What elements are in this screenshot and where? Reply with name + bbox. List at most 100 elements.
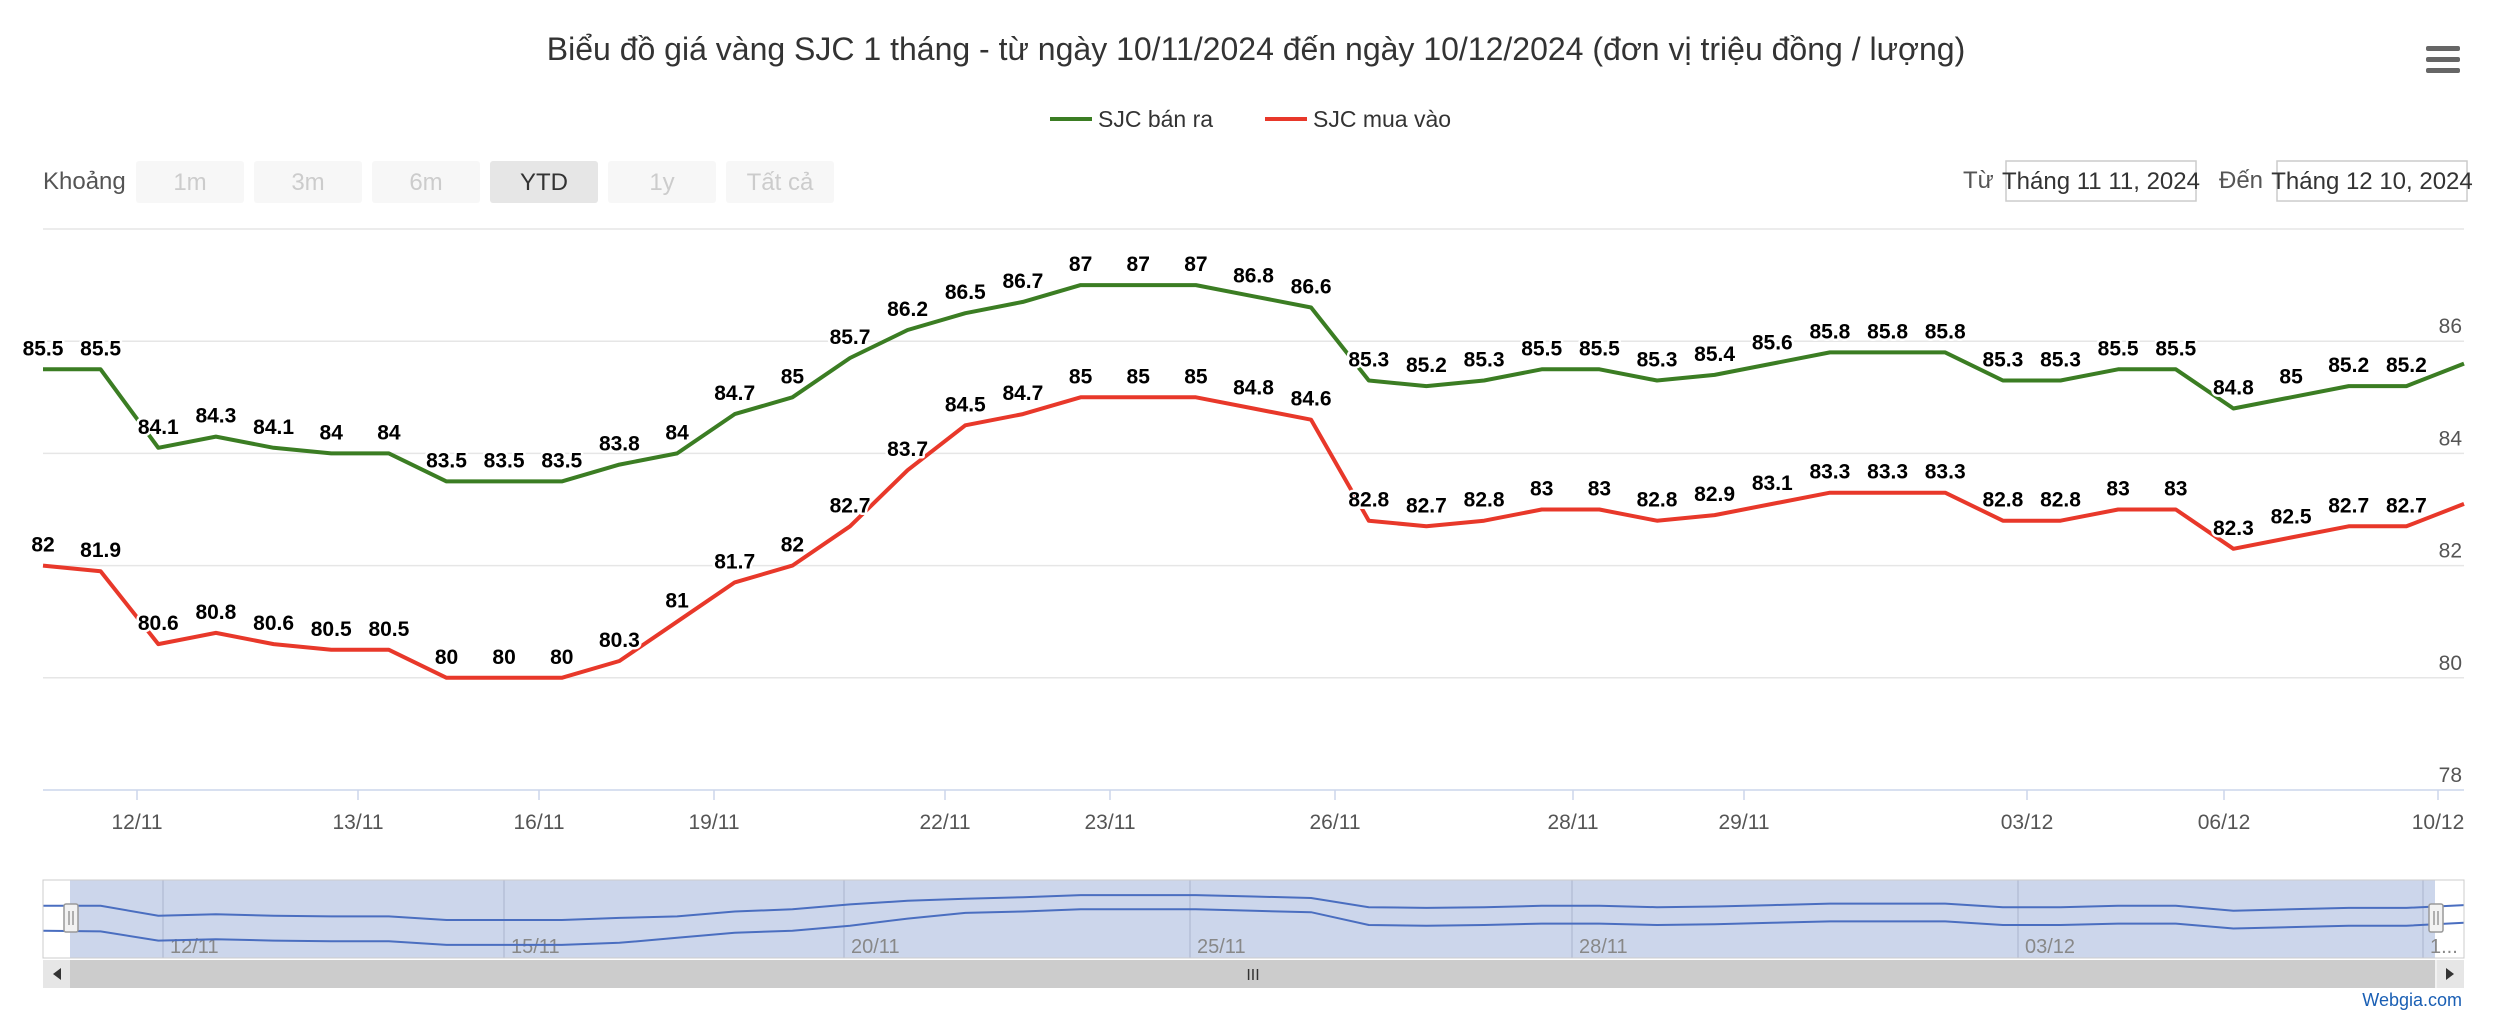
scrollbar-thumb[interactable] (70, 960, 2435, 988)
scrollbar[interactable]: III (43, 960, 2464, 988)
to-date-input[interactable]: Tháng 12 10, 2024 (2271, 160, 2473, 202)
range-button-label: 3m (291, 169, 324, 196)
data-label: 85 (1184, 365, 1208, 388)
data-label: 83.5 (541, 449, 582, 472)
data-label: 85.3 (1348, 349, 1389, 372)
data-label: 82.8 (1637, 489, 1678, 512)
navigator-tick-label: 15/11 (511, 936, 560, 958)
x-tick-label: 29/11 (1719, 811, 1770, 834)
to-label: Đến (2219, 167, 2263, 194)
navigator-left-handle[interactable] (63, 903, 79, 933)
arrow-right-icon[interactable] (2437, 960, 2464, 988)
data-label: 86.8 (1233, 264, 1274, 287)
data-label: 85.3 (1982, 349, 2023, 372)
range-button-2[interactable]: 3m (254, 161, 362, 203)
legend-item-buy[interactable]: SJC mua vào (1265, 106, 1451, 132)
range-button-label: 6m (409, 169, 442, 196)
data-label: 84.7 (714, 382, 755, 405)
data-label: 85.3 (1637, 349, 1678, 372)
data-label: 84.6 (1291, 388, 1332, 411)
data-label: 84.1 (253, 416, 294, 439)
x-tick-label: 12/11 (112, 811, 163, 834)
data-label: 85.2 (1406, 354, 1447, 377)
navigator-tick-label: 03/12 (2025, 936, 2075, 958)
data-label: 82.7 (830, 494, 871, 517)
data-label: 83 (1530, 478, 1553, 501)
data-label: 80 (492, 646, 515, 669)
data-label: 84 (377, 421, 401, 444)
navigator-gridlines: 12/11 15/11 20/11 25/11 28/11 03/12 1... (162, 880, 2458, 958)
data-label: 85 (1127, 365, 1151, 388)
y-tick-label: 84 (2439, 427, 2463, 450)
data-label: 84.7 (1002, 382, 1043, 405)
data-label: 82.7 (1406, 494, 1447, 517)
legend-label-buy: SJC mua vào (1313, 106, 1451, 132)
data-label: 85.6 (1752, 332, 1793, 355)
data-label: 82 (31, 534, 54, 557)
data-label: 80.3 (599, 629, 640, 652)
range-button-5[interactable]: 1y (608, 161, 716, 203)
data-label: 80.6 (138, 612, 179, 635)
x-tick-label: 06/12 (2198, 811, 2251, 834)
range-button-1[interactable]: 1m (136, 161, 244, 203)
data-label: 83.1 (1752, 472, 1793, 495)
range-button-4[interactable]: YTD (490, 161, 598, 203)
legend-item-sell[interactable]: SJC bán ra (1050, 106, 1213, 132)
data-label: 85.5 (2098, 337, 2139, 360)
data-label: 85.8 (1809, 320, 1850, 343)
data-label: 80.5 (368, 618, 409, 641)
data-labels: 85.5 85.5 84.1 84.3 84.1 84 84 83.5 83.5 83.5 83.8… (20, 251, 2429, 672)
data-label: 81 (665, 590, 689, 613)
x-axis-ticks: 12/11 13/11 16/11 19/11 22/11 23/11 26/11 28/11… (112, 790, 2464, 834)
data-label: 87 (1184, 253, 1207, 276)
data-label: 85.2 (2386, 354, 2427, 377)
data-label: 85.7 (830, 326, 871, 349)
legend: SJC bán ra SJC mua vào (1050, 106, 1451, 132)
arrow-left-icon[interactable] (43, 960, 70, 988)
series-line-sell[interactable] (43, 283, 2465, 484)
data-label: 84.1 (138, 416, 179, 439)
range-button-3[interactable]: 6m (372, 161, 480, 203)
data-label: 85.3 (2040, 349, 2081, 372)
y-axis-ticks: 78 80 82 84 86 (2439, 315, 2463, 787)
data-label: 85.5 (23, 337, 64, 360)
series-line-buy[interactable] (42, 395, 2465, 680)
data-label: 80.6 (253, 612, 294, 635)
from-date-input[interactable]: Tháng 11 11, 2024 (2002, 160, 2200, 202)
data-label: 83.5 (484, 449, 525, 472)
x-tick-label: 13/11 (333, 811, 384, 834)
data-label: 87 (1127, 253, 1150, 276)
data-label: 86.6 (1291, 276, 1332, 299)
data-label: 82.3 (2213, 517, 2254, 540)
data-label: 80 (435, 646, 458, 669)
data-label: 80.5 (311, 618, 352, 641)
data-label: 82.8 (2040, 489, 2081, 512)
data-label: 84 (320, 421, 344, 444)
navigator[interactable]: 12/11 15/11 20/11 25/11 28/11 03/12 1... (42, 879, 2465, 959)
data-label: 85.5 (2155, 337, 2196, 360)
from-date-value: Tháng 11 11, 2024 (2002, 168, 2200, 195)
data-label: 85.3 (1464, 349, 1505, 372)
credit-link[interactable]: Webgia.com (2362, 990, 2462, 1010)
from-label: Từ (1963, 167, 1994, 194)
data-label: 85.5 (1579, 337, 1620, 360)
navigator-right-handle[interactable] (2428, 903, 2444, 933)
data-label: 83 (1588, 478, 1611, 501)
navigator-series-line (43, 894, 2465, 921)
range-button-label: 1m (173, 169, 206, 196)
range-button-label: YTD (520, 169, 568, 196)
data-label: 83.3 (1809, 461, 1850, 484)
data-label: 82.5 (2271, 506, 2312, 529)
data-label: 82.7 (2328, 494, 2369, 517)
range-button-label: Tất cả (747, 169, 814, 196)
range-button-6[interactable]: Tất cả (726, 161, 834, 203)
data-label: 85.2 (2328, 354, 2369, 377)
y-tick-label: 86 (2439, 315, 2462, 338)
hamburger-menu-icon[interactable] (2420, 40, 2464, 80)
data-label: 82 (781, 534, 804, 557)
data-label: 83.3 (1867, 461, 1908, 484)
x-tick-label: 16/11 (514, 811, 565, 834)
to-date-value: Tháng 12 10, 2024 (2271, 168, 2473, 195)
data-label: 84.8 (1233, 377, 1274, 400)
